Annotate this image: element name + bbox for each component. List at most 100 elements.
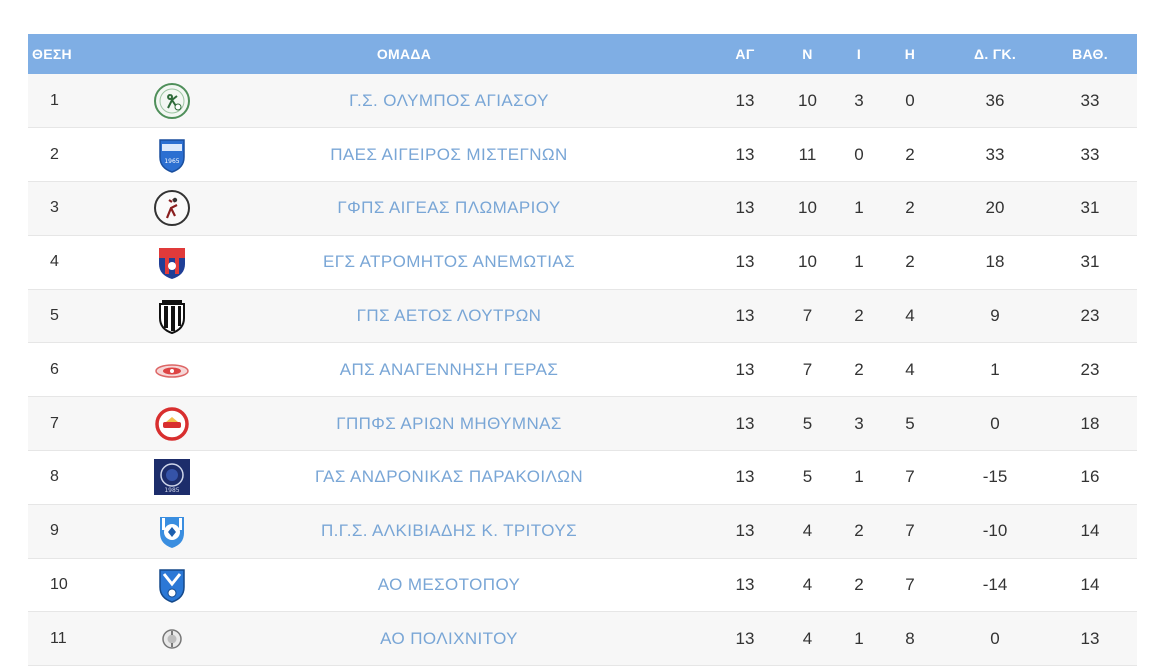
wins-cell: 11 [798,144,817,164]
team-link[interactable]: ΓΦΠΣ ΑΙΓΕΑΣ ΠΛΩΜΑΡΙΟΥ [337,198,561,218]
losses-cell: 7 [905,575,915,595]
logo-cell: 1965 [88,128,185,182]
goal-diff-cell: 20 [985,198,1005,218]
position-cell: 3 [50,199,59,217]
points-cell: 31 [1080,252,1100,272]
table-row: 4 ΕΓΣ ΑΤΡΟΜΗΤΟΣ ΑΝΕΜΩΤΙΑΣ 13 10 1 2 18 3… [28,235,1137,290]
points-cell: 13 [1080,628,1100,648]
team-link[interactable]: Γ.Σ. ΟΛΥΜΠΟΣ ΑΓΙΑΣΟΥ [349,90,549,110]
logo-cell [88,289,185,343]
logo-cell [88,74,190,128]
table-row: 2 1965 ΠΑΕΣ ΑΙΓΕΙΡΟΣ ΜΙΣΤΕΓΝΩΝ 13 11 0 2… [28,127,1137,182]
header-losses[interactable]: Η [904,46,916,62]
team-link[interactable]: ΑΟ ΜΕΣΟΤΟΠΟΥ [377,575,521,595]
header-points[interactable]: ΒΑΘ. [1072,46,1108,62]
points-cell: 14 [1080,575,1100,595]
header-position[interactable]: ΘΕΣΗ [32,46,72,62]
goal-diff-cell: -10 [982,521,1008,541]
logo-cell [88,235,185,289]
points-cell: 33 [1080,144,1100,164]
draws-cell: 3 [854,90,864,110]
logo-cell [88,182,190,236]
logo-cell [88,504,184,558]
table-row: 6 ΑΠΣ ΑΝΑΓΕΝΝΗΣΗ ΓΕΡΑΣ 13 7 2 4 1 23 [28,342,1137,397]
losses-cell: 0 [905,90,915,110]
goal-diff-cell: -15 [982,467,1008,487]
team-cell: ΓΠΣ ΑΕΤΟΣ ΛΟΥΤΡΩΝ [178,289,720,343]
goal-diff-cell: 33 [985,144,1005,164]
wins-cell: 10 [798,252,817,272]
wins-cell: 10 [798,90,817,110]
played-cell: 13 [735,413,755,433]
table-row: 8 1985 ΓΑΣ ΑΝΔΡΟΝΙΚΑΣ ΠΑΡΑΚΟΙΛΩΝ 13 5 1 … [28,450,1137,505]
played-cell: 13 [735,252,755,272]
wins-cell: 4 [802,521,813,541]
aigeas-plomariou-logo-icon [152,188,192,228]
draws-cell: 1 [854,252,864,272]
goal-diff-cell: 36 [985,90,1005,110]
position-cell: 2 [50,145,59,163]
points-cell: 14 [1080,521,1100,541]
goal-diff-cell: 9 [990,306,1000,326]
arion-mithymnas-logo-icon [152,404,192,444]
wins-cell: 4 [802,628,813,648]
team-link[interactable]: ΑΟ ΠΟΛΙΧΝΙΤΟΥ [380,628,518,648]
team-link[interactable]: ΠΑΕΣ ΑΙΓΕΙΡΟΣ ΜΙΣΤΕΓΝΩΝ [330,144,568,164]
team-cell: ΑΠΣ ΑΝΑΓΕΝΝΗΣΗ ΓΕΡΑΣ [178,343,720,397]
draws-cell: 2 [854,521,864,541]
team-link[interactable]: ΓΠΣ ΑΕΤΟΣ ΛΟΥΤΡΩΝ [356,306,542,326]
table-row: 9 Π.Γ.Σ. ΑΛΚΙΒΙΑΔΗΣ Κ. ΤΡΙΤΟΥΣ 13 4 2 7 … [28,504,1137,559]
points-cell: 31 [1080,198,1100,218]
wins-cell: 7 [802,359,813,379]
logo-cell [88,397,189,451]
goal-diff-cell: 18 [985,252,1005,272]
draws-cell: 1 [854,467,864,487]
goal-diff-cell: 0 [990,628,1000,648]
header-team[interactable]: ΟΜΑΔΑ [376,46,432,62]
anagennisi-geras-logo-icon [152,350,192,390]
table-row: 3 ΓΦΠΣ ΑΙΓΕΑΣ ΠΛΩΜΑΡΙΟΥ 13 10 1 2 20 31 [28,181,1137,236]
aigeiros-mistegnon-logo-icon: 1965 [152,135,192,175]
team-link[interactable]: ΕΓΣ ΑΤΡΟΜΗΤΟΣ ΑΝΕΜΩΤΙΑΣ [322,252,576,272]
team-link[interactable]: ΓΑΣ ΑΝΔΡΟΝΙΚΑΣ ΠΑΡΑΚΟΙΛΩΝ [314,467,583,487]
draws-cell: 0 [854,144,864,164]
header-draws[interactable]: Ι [856,46,862,62]
team-link[interactable]: ΓΠΠΦΣ ΑΡΙΩΝ ΜΗΘΥΜΝΑΣ [336,413,562,433]
losses-cell: 7 [905,467,915,487]
table-row: 1 Γ.Σ. ΟΛΥΜΠΟΣ ΑΓΙΑΣΟΥ 13 10 3 0 36 33 [28,74,1137,128]
draws-cell: 1 [854,198,864,218]
position-cell: 7 [50,414,59,432]
points-cell: 23 [1080,306,1100,326]
losses-cell: 4 [905,306,915,326]
losses-cell: 2 [905,252,915,272]
svg-text:1985: 1985 [164,487,179,494]
goal-diff-cell: -14 [982,575,1008,595]
table-row: 7 ΓΠΠΦΣ ΑΡΙΩΝ ΜΗΘΥΜΝΑΣ 13 5 3 5 0 18 [28,396,1137,451]
losses-cell: 7 [905,521,915,541]
logo-cell: 1985 [88,451,190,505]
table-header-row: ΘΕΣΗ ΟΜΑΔΑ ΑΓ Ν Ι Η Δ. ΓΚ. ΒΑΘ. [28,34,1137,74]
header-played[interactable]: ΑΓ [735,46,755,62]
logo-cell [88,612,182,666]
goal-diff-cell: 0 [990,413,1000,433]
mesotopou-logo-icon [152,565,192,605]
losses-cell: 2 [905,198,915,218]
position-cell: 4 [50,253,59,271]
header-wins[interactable]: Ν [802,46,813,62]
team-link[interactable]: Π.Γ.Σ. ΑΛΚΙΒΙΑΔΗΣ Κ. ΤΡΙΤΟΥΣ [321,521,577,541]
andronikas-parakoilon-logo-icon: 1985 [152,457,192,497]
draws-cell: 2 [854,359,864,379]
played-cell: 13 [735,521,755,541]
table-row: 10 ΑΟ ΜΕΣΟΤΟΠΟΥ 13 4 2 7 -14 14 [28,558,1137,612]
draws-cell: 1 [854,628,864,648]
alkiviadis-tritous-logo-icon [152,511,192,551]
logo-cell [88,343,189,397]
olympos-agiasou-logo-icon [152,81,192,121]
header-goal-diff[interactable]: Δ. ΓΚ. [973,46,1017,62]
played-cell: 13 [735,359,755,379]
table-row: 5 ΓΠΣ ΑΕΤΟΣ ΛΟΥΤΡΩΝ 13 7 2 4 9 23 [28,289,1137,343]
team-link[interactable]: ΑΠΣ ΑΝΑΓΕΝΝΗΣΗ ΓΕΡΑΣ [339,359,559,379]
position-cell: 11 [50,629,67,647]
team-cell: ΕΓΣ ΑΤΡΟΜΗΤΟΣ ΑΝΕΜΩΤΙΑΣ [178,235,720,289]
position-cell: 10 [50,576,68,594]
